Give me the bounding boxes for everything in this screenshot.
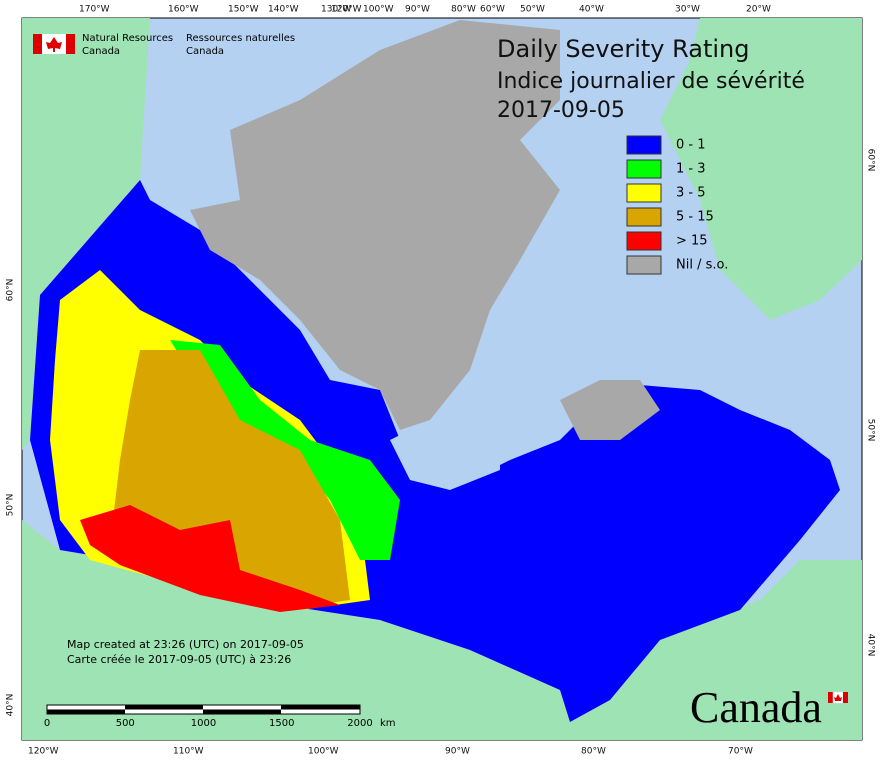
graticule-top: 40°W: [579, 5, 604, 15]
graticule-top: 100°W: [363, 5, 394, 15]
org-en: Canada: [82, 46, 120, 57]
title-date: 2017-09-05: [497, 98, 625, 123]
graticule-top: 50°W: [520, 5, 545, 15]
graticule-top: 20°W: [746, 5, 771, 15]
legend-label: > 15: [676, 234, 708, 249]
united-states: [22, 520, 862, 740]
legend-swatch: [626, 255, 662, 275]
nrcan-flag: [33, 34, 75, 54]
graticule-right: 50°N: [866, 419, 876, 442]
graticule-left: 40°N: [6, 694, 16, 717]
org-fr: Ressources naturelles: [186, 33, 295, 44]
graticule-left: 50°N: [6, 494, 16, 517]
graticule-top: 30°W: [675, 5, 700, 15]
greenland: [660, 18, 862, 320]
graticule-left: 60°N: [6, 279, 16, 302]
wordmark: Canada: [690, 683, 822, 732]
graticule-top: 130°W: [321, 5, 352, 15]
graticule-right: 40°N: [866, 634, 876, 657]
arctic-islands: [190, 20, 560, 430]
title-fr: Indice journalier de sévérité: [497, 69, 805, 94]
legend-swatch: [626, 231, 662, 251]
legend-swatch: [626, 135, 662, 155]
scale-unit: km: [380, 718, 396, 729]
legend-label: 3 - 5: [676, 186, 706, 201]
fire-green: [170, 340, 400, 560]
legend-swatch: [626, 159, 662, 179]
alaska: [22, 18, 150, 450]
scale-label: 1000: [191, 718, 216, 729]
graticule-top: 120°W: [331, 5, 362, 15]
legend-swatch: [626, 183, 662, 203]
legend-label: 0 - 1: [676, 138, 706, 153]
land: [22, 18, 862, 740]
org-fr: Canada: [186, 46, 224, 57]
legend-label: 1 - 3: [676, 162, 706, 177]
graticule-bottom: 90°W: [445, 747, 470, 757]
legend-label: Nil / s.o.: [676, 258, 728, 273]
scale-label: 0: [44, 718, 50, 729]
scale-label: 1500: [269, 718, 294, 729]
wordmark-flag: [828, 691, 848, 704]
title-en: Daily Severity Rating: [497, 35, 749, 63]
graticule-bottom: 100°W: [308, 747, 339, 757]
legend-swatch: [626, 207, 662, 227]
graticule-top: 80°W: [451, 5, 476, 15]
graticule-bottom: 70°W: [728, 747, 753, 757]
org-en: Natural Resources: [82, 33, 173, 44]
graticule-bottom: 120°W: [28, 747, 59, 757]
legend-label: 5 - 15: [676, 210, 714, 225]
graticule-top: 150°W: [228, 5, 259, 15]
scale-label: 500: [116, 718, 135, 729]
graticule-bottom: 80°W: [581, 747, 606, 757]
fire-red: [80, 505, 340, 612]
scale-bar: [46, 704, 361, 715]
map-note: Map created at 23:26 (UTC) on 2017-09-05: [67, 638, 304, 651]
graticule-right: 60°N: [866, 149, 876, 172]
labels: Natural Resources Canada Ressources nature…: [6, 5, 876, 757]
scale-label: 2000: [347, 718, 372, 729]
graticule-top: 160°W: [168, 5, 199, 15]
graticule-top: 60°W: [480, 5, 505, 15]
map-note: Carte créée le 2017-09-05 (UTC) à 23:26: [67, 653, 291, 666]
hudson-bay: [390, 400, 500, 490]
graticule-top: 170°W: [79, 5, 110, 15]
graticule-top: 140°W: [268, 5, 299, 15]
graticule-bottom: 110°W: [173, 747, 204, 757]
baffin-south: [560, 380, 660, 440]
graticule-top: 90°W: [405, 5, 430, 15]
